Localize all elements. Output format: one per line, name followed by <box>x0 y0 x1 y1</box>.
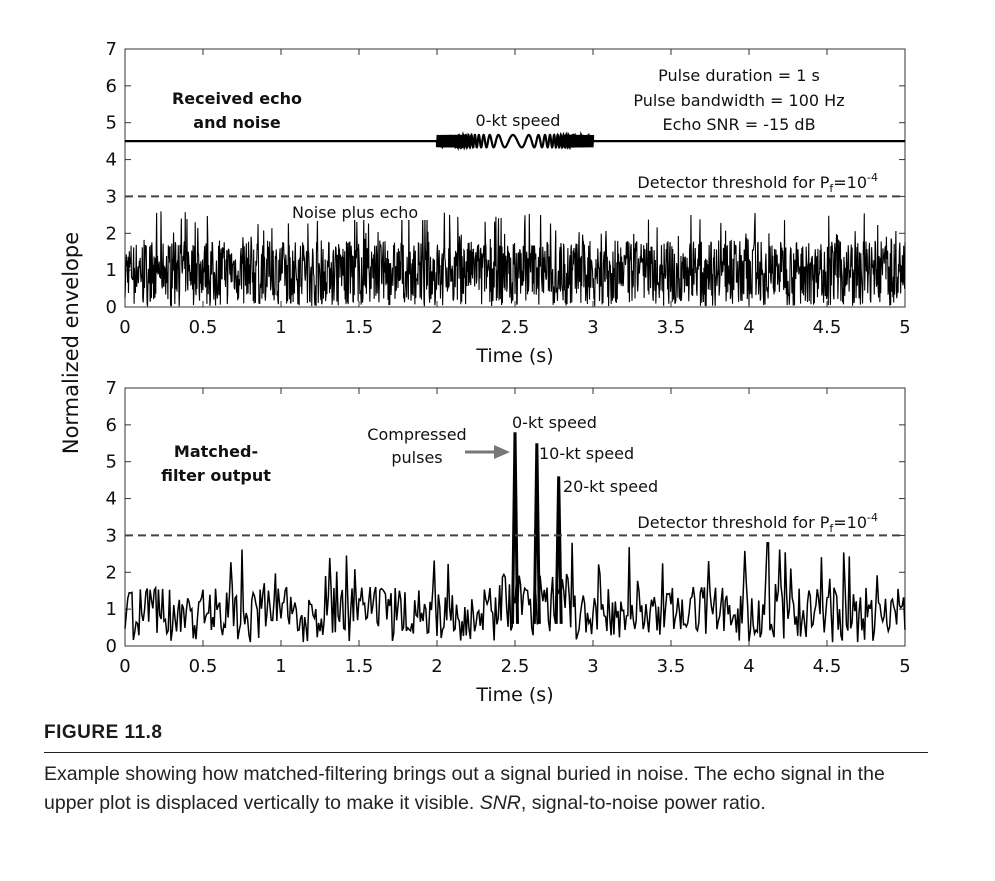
bottom-y-tick-label: 7 <box>106 378 117 399</box>
bottom-x-tick-label: 1 <box>275 656 286 677</box>
peak-label-10kt: 10-kt speed <box>539 444 634 463</box>
bottom-data <box>124 432 906 643</box>
top-panel-label-line2: and noise <box>193 113 281 132</box>
caption-divider <box>44 752 928 753</box>
top-x-axis-label: Time (s) <box>475 345 553 367</box>
top-y-tick-label: 0 <box>106 297 117 318</box>
bottom-x-tick-label: 1.5 <box>345 656 374 677</box>
received-echo-series <box>125 130 905 151</box>
top-x-tick-label: 0 <box>119 317 130 338</box>
peak-label-20kt: 20-kt speed <box>563 477 658 496</box>
bottom-x-tick-label: 4.5 <box>813 656 842 677</box>
top-x-tick-label: 5 <box>899 317 910 338</box>
top-data <box>124 130 906 307</box>
pulses-label-line1: Compressed <box>367 425 466 444</box>
caption-text-b: , signal-to-noise power ratio. <box>520 792 766 814</box>
compressed-pulse-peak-2 <box>532 443 541 624</box>
noise-plus-echo-series <box>124 211 906 307</box>
caption-text-em: SNR <box>479 792 521 814</box>
compressed-pulse-peak-3 <box>554 476 563 624</box>
top-y-tick-label: 6 <box>106 76 117 97</box>
bottom-y-tick-label: 6 <box>106 415 117 436</box>
echo-label: 0-kt speed <box>476 111 561 130</box>
top-x-tick-label: 3 <box>587 317 598 338</box>
bottom-x-tick-label: 3 <box>587 656 598 677</box>
top-ticks: 0 0.5 1 1.5 2 2.5 3 3.5 4 4.5 5 0 1 2 3 4 5 6 7 <box>106 39 911 338</box>
top-threshold-label: Detector threshold for Pf=10-4 <box>637 171 878 195</box>
caption-text-a: Example showing how matched-filtering br… <box>44 763 885 814</box>
bottom-ticks: 0 0.5 1 1.5 2 2.5 3 3.5 4 4.5 5 0 1 2 3 4 5 6 7 <box>106 378 911 677</box>
top-y-tick-label: 5 <box>106 113 117 134</box>
bottom-x-tick-label: 0 <box>119 656 130 677</box>
param-line-2: Pulse bandwidth = 100 Hz <box>633 91 844 110</box>
bottom-y-tick-label: 4 <box>106 489 117 510</box>
bottom-x-tick-label: 3.5 <box>657 656 686 677</box>
peak-label-0kt: 0-kt speed <box>512 413 597 432</box>
bottom-x-tick-label: 4 <box>743 656 754 677</box>
bottom-y-tick-label: 3 <box>106 525 117 546</box>
figure-caption: Example showing how matched-filtering br… <box>44 760 924 818</box>
top-x-tick-label: 0.5 <box>189 317 218 338</box>
top-panel: 0 0.5 1 1.5 2 2.5 3 3.5 4 4.5 5 0 1 2 3 4 5 6 7 Detector t… <box>106 39 911 367</box>
figure: Normalized envelope 0 0.5 1 1.5 2 2.5 3 3.5 4 4.5… <box>59 39 911 706</box>
bottom-panel-label-line2: filter output <box>161 466 271 485</box>
bottom-y-tick-label: 0 <box>106 636 117 657</box>
bottom-threshold-label: Detector threshold for Pf=10-4 <box>637 511 878 535</box>
top-x-tick-label: 4.5 <box>813 317 842 338</box>
bottom-x-tick-label: 2 <box>431 656 442 677</box>
bottom-x-tick-label: 0.5 <box>189 656 218 677</box>
bottom-x-tick-label: 2.5 <box>501 656 530 677</box>
bottom-y-tick-label: 2 <box>106 562 117 583</box>
top-y-tick-label: 4 <box>106 150 117 171</box>
noise-label: Noise plus echo <box>292 203 418 222</box>
top-y-tick-label: 2 <box>106 223 117 244</box>
compressed-pulse-peak-1 <box>511 432 519 624</box>
bottom-x-axis-label: Time (s) <box>475 684 553 706</box>
pulses-arrow <box>465 445 510 459</box>
pulses-label-line2: pulses <box>391 448 442 467</box>
top-x-tick-label: 4 <box>743 317 754 338</box>
bottom-panel-label-line1: Matched- <box>174 442 258 461</box>
top-x-tick-label: 1 <box>275 317 286 338</box>
bottom-y-tick-label: 1 <box>106 599 117 620</box>
top-panel-label-line1: Received echo <box>172 89 302 108</box>
bottom-x-tick-label: 5 <box>899 656 910 677</box>
matched-filter-series <box>124 542 906 643</box>
figure-number: FIGURE 11.8 <box>44 722 163 743</box>
top-y-tick-label: 1 <box>106 260 117 281</box>
top-x-tick-label: 2.5 <box>501 317 530 338</box>
top-y-tick-label: 7 <box>106 39 117 60</box>
bottom-panel: 0 0.5 1 1.5 2 2.5 3 3.5 4 4.5 5 0 1 2 3 4 5 6 7 Detector t… <box>106 378 911 706</box>
bottom-y-tick-label: 5 <box>106 452 117 473</box>
top-x-tick-label: 3.5 <box>657 317 686 338</box>
top-x-tick-label: 2 <box>431 317 442 338</box>
noise-label-bg <box>289 202 429 220</box>
top-x-tick-label: 1.5 <box>345 317 374 338</box>
param-line-1: Pulse duration = 1 s <box>658 66 820 85</box>
y-axis-label-group: Normalized envelope <box>59 232 83 454</box>
y-axis-label: Normalized envelope <box>59 232 83 454</box>
top-y-tick-label: 3 <box>106 186 117 207</box>
param-line-3: Echo SNR = -15 dB <box>662 115 815 134</box>
